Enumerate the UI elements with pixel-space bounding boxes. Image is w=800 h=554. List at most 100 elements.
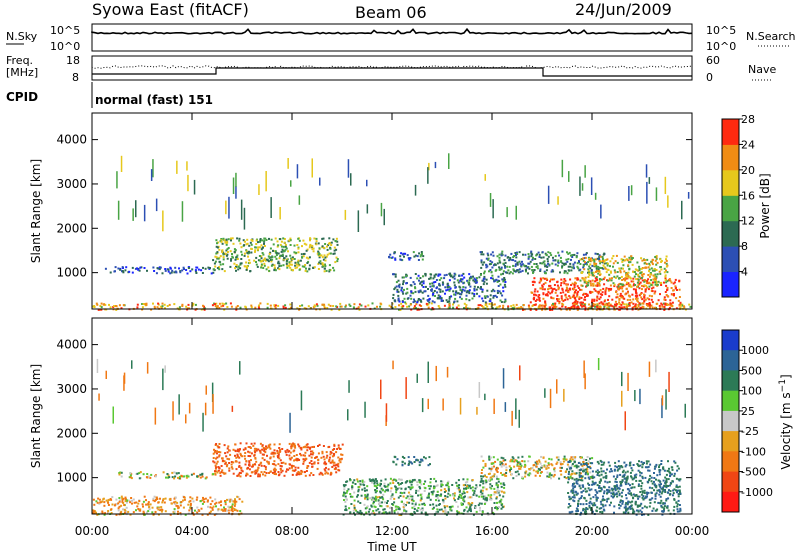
- echo-cell: [256, 265, 259, 268]
- echo-cell: [444, 510, 447, 513]
- echo-cell: [242, 448, 245, 451]
- echo-cell: [630, 504, 633, 507]
- echo-cell: [279, 464, 282, 467]
- echo-cell: [188, 500, 191, 503]
- echo-cell: [515, 303, 518, 306]
- echo-cell: [306, 449, 309, 452]
- echo-cell: [580, 477, 583, 480]
- echo-cell: [653, 275, 656, 278]
- echo-cell: [228, 449, 230, 452]
- echo-cell: [243, 244, 246, 247]
- echo-cell: [638, 267, 641, 270]
- echo-cell: [561, 262, 564, 265]
- echo-cell: [391, 503, 394, 505]
- echo-cell: [636, 509, 638, 512]
- echo-cell: [586, 463, 588, 466]
- echo-cell: [370, 497, 373, 500]
- echo-cell: [118, 473, 121, 476]
- echo-cell: [400, 289, 403, 292]
- echo-streak: [135, 200, 137, 218]
- echo-cell: [345, 491, 348, 494]
- echo-cell: [492, 254, 495, 257]
- echo-cell: [524, 475, 527, 478]
- echo-cell: [632, 288, 635, 291]
- echo-cell: [483, 280, 486, 283]
- echo-cell: [668, 279, 671, 282]
- echo-cell: [553, 287, 556, 290]
- echo-cell: [436, 484, 439, 487]
- echo-cell: [247, 446, 250, 448]
- echo-cell: [600, 503, 603, 506]
- echo-cell: [620, 275, 623, 278]
- echo-cell: [635, 473, 638, 476]
- echo-cell: [595, 265, 598, 268]
- echo-cell: [614, 300, 617, 303]
- echo-cell: [514, 263, 517, 266]
- echo-cell: [665, 265, 668, 268]
- echo-cell: [575, 464, 578, 467]
- echo-cell: [639, 281, 642, 284]
- echo-cell: [215, 239, 218, 242]
- echo-cell: [411, 495, 414, 498]
- echo-cell: [572, 263, 575, 266]
- echo-cell: [410, 291, 413, 294]
- echo-cell: [514, 265, 517, 268]
- echo-cell: [218, 307, 221, 309]
- echo-cell: [255, 460, 258, 463]
- echo-cell: [409, 495, 412, 498]
- echo-cell: [413, 298, 415, 301]
- echo-cell: [189, 502, 192, 505]
- echo-cell: [393, 455, 396, 458]
- echo-cell: [489, 294, 492, 297]
- echo-cell: [612, 488, 615, 491]
- echo-cell: [672, 289, 675, 292]
- echo-cell: [473, 280, 476, 283]
- echo-cell: [532, 297, 535, 300]
- echo-cell: [590, 502, 593, 505]
- echo-cell: [515, 475, 518, 477]
- echo-cell: [490, 469, 493, 472]
- echo-cell: [542, 277, 545, 280]
- echo-cell: [575, 289, 577, 292]
- echo-cell: [239, 306, 242, 309]
- echo-streak: [414, 184, 417, 196]
- echo-cell: [582, 253, 585, 256]
- echo-cell: [211, 508, 214, 511]
- echo-cell: [427, 496, 430, 499]
- echo-cell: [664, 279, 667, 281]
- echo-cell: [571, 254, 574, 256]
- echo-cell: [323, 305, 326, 308]
- echo-cell: [666, 271, 669, 274]
- echo-cell: [580, 302, 583, 305]
- echo-cell: [564, 279, 567, 282]
- echo-cell: [248, 259, 251, 262]
- echo-cell: [569, 278, 572, 281]
- echo-cell: [493, 263, 496, 266]
- echo-cell: [97, 497, 100, 500]
- echo-cell: [470, 496, 473, 499]
- echo-cell: [338, 469, 341, 472]
- noise-sky-trace: [91, 27, 693, 35]
- echo-cell: [259, 473, 261, 476]
- echo-cell: [218, 260, 221, 263]
- echo-cell: [505, 469, 508, 472]
- echo-cell: [343, 491, 345, 494]
- echo-cell: [677, 495, 680, 498]
- echo-cell: [410, 308, 413, 311]
- echo-cell: [591, 271, 593, 274]
- echo-cell: [326, 454, 329, 457]
- echo-cell: [328, 460, 330, 463]
- echo-cell: [444, 497, 447, 500]
- echo-cell: [603, 461, 606, 464]
- echo-cell: [582, 467, 585, 470]
- echo-cell: [236, 474, 239, 477]
- echo-cell: [196, 266, 199, 269]
- echo-cell: [407, 464, 410, 466]
- echo-cell: [605, 287, 608, 290]
- echo-cell: [209, 503, 212, 506]
- echo-cell: [254, 469, 257, 472]
- echo-cell: [313, 305, 316, 308]
- echo-cell: [664, 291, 667, 293]
- echo-cell: [185, 474, 188, 477]
- echo-cell: [357, 500, 360, 503]
